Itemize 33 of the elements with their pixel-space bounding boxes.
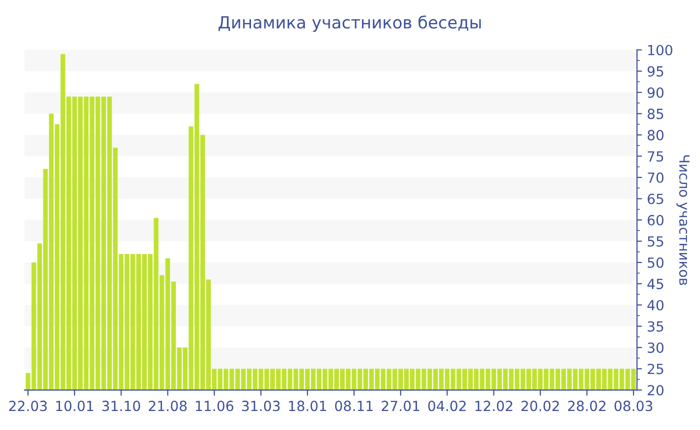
x-tick-label: 10.01 bbox=[56, 400, 94, 412]
y-tick-label: 90 bbox=[648, 87, 664, 98]
y-tick-label: 55 bbox=[648, 236, 664, 247]
y-tick-label: 40 bbox=[647, 300, 664, 310]
y-tick-label: 25 bbox=[648, 364, 664, 374]
x-tick-label: 28.02 bbox=[568, 400, 606, 412]
x-tick-label: 27.01 bbox=[382, 400, 420, 412]
y-axis-title: Число участников bbox=[676, 155, 690, 286]
y-tick-label: 80 bbox=[648, 130, 664, 140]
x-tick-label: 08.03 bbox=[614, 400, 652, 412]
x-tick-label: 08.11 bbox=[335, 400, 373, 412]
x-tick-label: 12.02 bbox=[475, 400, 512, 412]
x-tick-label: 22.03 bbox=[9, 400, 47, 412]
y-tick-label: 100 bbox=[648, 44, 672, 56]
y-tick-label: 60 bbox=[648, 214, 664, 226]
x-tick-label: 31.03 bbox=[242, 400, 280, 412]
y-tick-label: 70 bbox=[648, 172, 664, 183]
y-tick-label: 45 bbox=[647, 278, 664, 290]
y-tick-label: 35 bbox=[648, 321, 664, 332]
y-tick-label: 75 bbox=[648, 151, 664, 162]
y-tick-label: 30 bbox=[648, 342, 664, 353]
x-tick-label: 04.02 bbox=[428, 400, 466, 412]
x-tick-label: 11.06 bbox=[196, 400, 234, 412]
x-tick-label: 18.01 bbox=[289, 400, 326, 412]
chart-title: Динамика участников беседы bbox=[218, 15, 481, 32]
x-tick-label: 21.08 bbox=[148, 400, 187, 412]
x-tick-label: 31.10 bbox=[102, 400, 140, 412]
y-tick-label: 65 bbox=[648, 194, 664, 204]
y-tick-label: 50 bbox=[648, 257, 664, 268]
y-tick-label: 85 bbox=[648, 108, 664, 120]
x-tick-label: 20.02 bbox=[521, 400, 559, 412]
y-tick-label: 95 bbox=[648, 66, 664, 77]
y-tick-label: 20 bbox=[648, 384, 664, 396]
